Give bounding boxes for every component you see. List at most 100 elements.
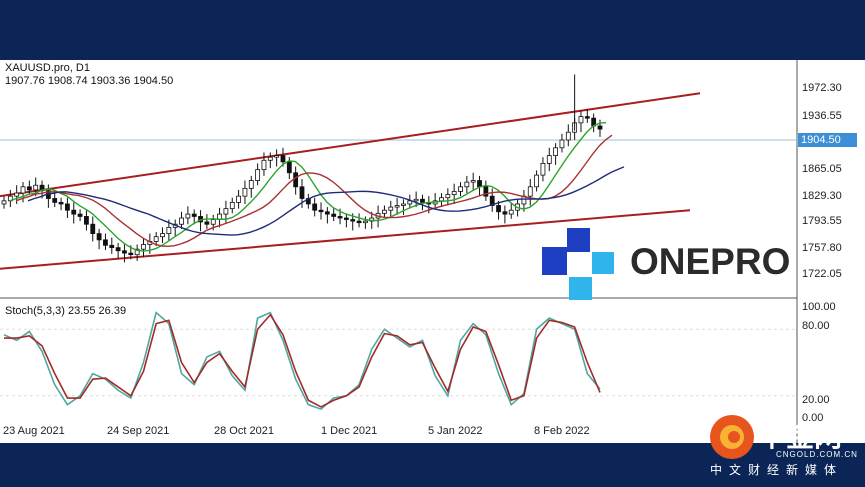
candle-body — [267, 156, 273, 161]
candle-body — [502, 211, 508, 215]
moving-average-line — [15, 134, 613, 248]
candle-body — [394, 205, 400, 208]
candle-body — [84, 216, 89, 225]
candle-body — [382, 209, 387, 214]
candle-body — [464, 181, 470, 188]
candle-body — [401, 203, 406, 206]
stoch-y-tick: 0.00 — [802, 412, 824, 424]
candle-body — [65, 203, 70, 211]
channel-lines — [0, 92, 701, 270]
candle-body — [236, 195, 241, 203]
cngold-tagline: 中文财经新媒体 — [710, 463, 844, 477]
y-tick: 1793.55 — [802, 215, 842, 227]
candle-body — [299, 186, 305, 199]
candle-body — [1, 200, 7, 205]
candle-body — [445, 194, 451, 199]
candle-body — [534, 174, 539, 188]
candle-body — [52, 198, 58, 203]
x-tick: 5 Jan 2022 — [428, 425, 483, 437]
y-tick: 1936.55 — [802, 110, 842, 122]
candle-body — [477, 180, 482, 188]
candle-body — [553, 147, 559, 157]
stoch-y-tick: 80.00 — [802, 320, 830, 332]
y-tick: 1829.30 — [802, 190, 842, 202]
candle-body — [331, 213, 337, 217]
candle-body — [274, 155, 280, 158]
candle-body — [71, 209, 77, 215]
candle-body — [489, 195, 495, 206]
candle-body — [343, 217, 349, 220]
candle-body — [527, 186, 533, 197]
candle-body — [229, 201, 235, 210]
candle-body — [134, 248, 140, 256]
candle-body — [261, 159, 267, 171]
stoch-d-line — [4, 313, 601, 408]
candle-body — [324, 211, 330, 215]
candle-body — [141, 244, 146, 250]
candle-body — [540, 162, 546, 176]
candle-body — [350, 219, 356, 222]
candle-body — [483, 186, 489, 197]
cngold-watermark: 中金网 — [758, 420, 843, 453]
candle-body — [179, 217, 184, 225]
moving-average-line — [9, 121, 607, 252]
candle-body — [559, 139, 565, 149]
candle-body — [242, 187, 248, 197]
candle-body — [356, 220, 362, 224]
ohlc-label: 1907.76 1908.74 1903.36 1904.50 — [5, 75, 174, 87]
candle-body — [109, 244, 115, 249]
candle-body — [58, 201, 64, 205]
current-price-badge: 1904.50 — [798, 133, 857, 147]
y-tick: 1722.05 — [802, 268, 842, 280]
logo-cyan-square-bottom — [569, 277, 592, 300]
candle-body — [77, 213, 83, 217]
y-tick: 1972.30 — [802, 82, 842, 94]
candle-body — [33, 184, 39, 191]
candle-body — [14, 192, 20, 197]
stoch-label: Stoch(5,3,3) 23.55 26.39 — [5, 305, 127, 317]
x-tick: 23 Aug 2021 — [3, 425, 65, 437]
candle-body — [420, 198, 425, 203]
candle-body — [597, 125, 603, 130]
candle-body — [210, 219, 216, 225]
candle-body — [166, 226, 172, 235]
moving-averages — [9, 121, 625, 252]
candle-body — [280, 155, 286, 163]
candle-body — [458, 186, 463, 192]
candle-body — [439, 197, 444, 202]
candle-body — [122, 250, 127, 254]
candle-body — [248, 180, 254, 189]
candle-body — [255, 169, 261, 181]
top-banner — [0, 0, 865, 60]
candle-body — [286, 161, 292, 174]
logo-cyan-square-top — [592, 252, 614, 274]
candle-body — [565, 131, 571, 141]
onepro-logo — [542, 228, 614, 300]
candle-body — [90, 223, 96, 235]
cngold-domain: CNGOLD.COM.CN — [776, 450, 858, 459]
candle-body — [223, 208, 229, 215]
x-tick: 8 Feb 2022 — [534, 425, 590, 437]
candles — [1, 74, 603, 263]
channel-lower-line — [0, 209, 691, 270]
candle-body — [115, 247, 121, 252]
candle-body — [204, 221, 210, 225]
candle-body — [508, 209, 514, 215]
candle-body — [584, 116, 590, 119]
candle-body — [26, 186, 32, 191]
logo-blue-l-shape — [542, 228, 590, 275]
symbol-label: XAUUSD.pro, D1 — [5, 62, 90, 74]
candle-body — [496, 205, 501, 213]
candle-body — [546, 155, 552, 164]
y-tick: 1757.80 — [802, 242, 842, 254]
candle-body — [103, 239, 108, 246]
candle-body — [388, 206, 394, 211]
stoch-k-line — [3, 311, 601, 411]
candle-body — [363, 220, 368, 224]
stoch-y-tick: 100.00 — [802, 301, 836, 313]
candle-body — [451, 191, 457, 195]
candle-body — [20, 186, 26, 194]
candle-body — [191, 213, 197, 217]
candle-body — [128, 252, 134, 256]
onepro-logo-text: ONEPRO — [630, 241, 791, 282]
